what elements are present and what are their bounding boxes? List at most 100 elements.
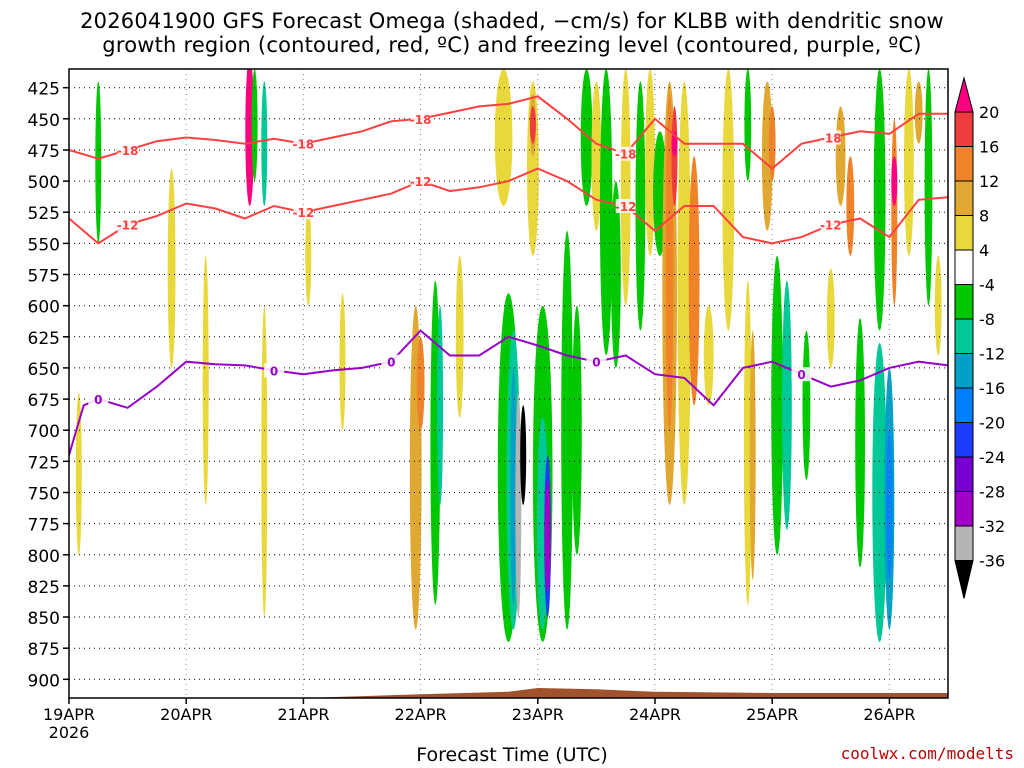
isotherm-label-bg	[264, 363, 285, 378]
isotherm-label-bg	[293, 136, 314, 151]
omega-cell	[202, 255, 209, 505]
terrain-surface	[69, 688, 948, 698]
x-tick-label: 26APR	[863, 705, 915, 724]
isotherm-label-bg	[791, 367, 812, 382]
colorbar-label: 8	[979, 207, 989, 226]
omega-cell	[580, 69, 593, 206]
x-axis-title: Forecast Time (UTC)	[416, 744, 608, 766]
isotherm-label-bg	[820, 217, 841, 232]
colorbar-label: -12	[979, 345, 1005, 364]
omega-cell	[339, 293, 346, 431]
y-tick-label: 650	[28, 360, 60, 380]
colorbar-label: -16	[979, 379, 1005, 398]
omega-cell	[688, 156, 700, 406]
x-tick-label: 25APR	[746, 705, 798, 724]
colorbar-label: -28	[979, 483, 1005, 502]
x-year-label: 2026	[49, 723, 90, 742]
isotherm-label-bg	[615, 199, 636, 213]
omega-cell	[599, 69, 613, 356]
y-tick-label: 575	[28, 267, 60, 287]
isotherm-label-bg	[410, 111, 431, 126]
omega-cell	[665, 94, 674, 431]
y-axis: 425 450 475 500 525 550 575 600 625 650 675 700 725 7…	[28, 80, 69, 691]
omega-cell	[826, 268, 835, 368]
y-tick-label: 875	[28, 640, 60, 660]
omega-cell	[934, 255, 942, 356]
isotherm-label: 0	[270, 364, 278, 378]
y-tick-label: 675	[28, 391, 60, 411]
colorbar-swatch	[954, 525, 974, 561]
isotherm-label-bg	[88, 392, 109, 407]
omega-cell	[572, 305, 582, 555]
y-tick-label: 500	[28, 173, 60, 193]
isotherm-label: 0	[797, 368, 805, 382]
omega-cell	[167, 168, 176, 368]
x-tick-label: 19APR	[43, 705, 95, 724]
y-tick-label: 725	[28, 453, 60, 473]
omega-cell	[529, 106, 536, 144]
omega-cell	[591, 81, 602, 231]
omega-cell	[305, 206, 312, 306]
omega-cell	[782, 280, 792, 530]
isotherm-label: -18	[117, 144, 139, 158]
x-tick-label: 23APR	[512, 705, 564, 724]
colorbar-label: 4	[979, 241, 989, 260]
colorbar-label: -24	[979, 448, 1005, 467]
omega-cell	[855, 318, 865, 568]
isotherm-line	[69, 95, 948, 170]
omega-cell	[611, 181, 621, 368]
y-tick-label: 775	[28, 516, 60, 536]
colorbar-swatch	[954, 180, 974, 216]
isotherm-label-bg	[820, 130, 841, 145]
omega-cell	[835, 106, 846, 206]
y-tick-label: 450	[28, 111, 60, 131]
y-tick-label: 475	[28, 142, 60, 162]
omega-cell	[802, 330, 811, 480]
y-tick-label: 825	[28, 578, 60, 598]
omega-cell	[251, 69, 258, 181]
omega-cell	[846, 156, 855, 256]
x-tick-label: 24APR	[629, 705, 681, 724]
omega-cell	[771, 255, 783, 555]
colorbar-swatch	[954, 491, 974, 527]
colorbar-label: -4	[979, 276, 995, 295]
isotherm-label-bg	[586, 354, 607, 369]
colorbar-swatch	[954, 111, 974, 147]
colorbar-label: -20	[979, 414, 1005, 433]
y-tick-label: 800	[28, 547, 60, 567]
isotherm-label: 0	[387, 356, 395, 370]
y-tick-label: 850	[28, 609, 60, 629]
colorbar-label: 16	[979, 138, 999, 157]
chart-title-line-1: 2026041900 GFS Forecast Omega (shaded, −…	[80, 9, 944, 33]
chart-title-line-2: growth region (contoured, red, ºC) and f…	[102, 33, 922, 57]
colorbar-label: -36	[979, 552, 1005, 571]
omega-cell	[677, 81, 692, 505]
y-tick-label: 750	[28, 485, 60, 505]
isotherm-label-bg	[117, 143, 138, 157]
colorbar-label: -32	[979, 517, 1005, 536]
isotherm-label: 0	[94, 393, 102, 407]
isotherm-label-bg	[117, 217, 138, 232]
omega-cell	[904, 69, 914, 256]
colorbar-swatch	[954, 215, 974, 251]
isotherm-label: -12	[293, 206, 315, 220]
omega-cell	[924, 69, 933, 306]
omega-cell	[520, 405, 527, 505]
colorbar-label: -8	[979, 310, 995, 329]
credit-link[interactable]: coolwx.com/modelts	[840, 744, 1014, 763]
colorbar-swatch	[954, 249, 974, 285]
isotherm-label: 0	[592, 356, 600, 370]
isotherm-label-bg	[293, 205, 314, 220]
isotherm-label: -12	[117, 219, 139, 233]
y-tick-label: 625	[28, 329, 60, 349]
omega-cell	[914, 81, 923, 144]
isotherm-label-bg	[410, 174, 431, 189]
plot-frame	[68, 68, 949, 699]
y-tick-label: 425	[28, 80, 60, 100]
x-tick-label: 22APR	[395, 705, 447, 724]
colorbar-swatch	[954, 353, 974, 389]
x-tick-label: 21APR	[277, 705, 329, 724]
omega-cell	[95, 81, 102, 244]
omega-cell	[75, 392, 82, 555]
isotherm-label: -18	[820, 132, 842, 146]
